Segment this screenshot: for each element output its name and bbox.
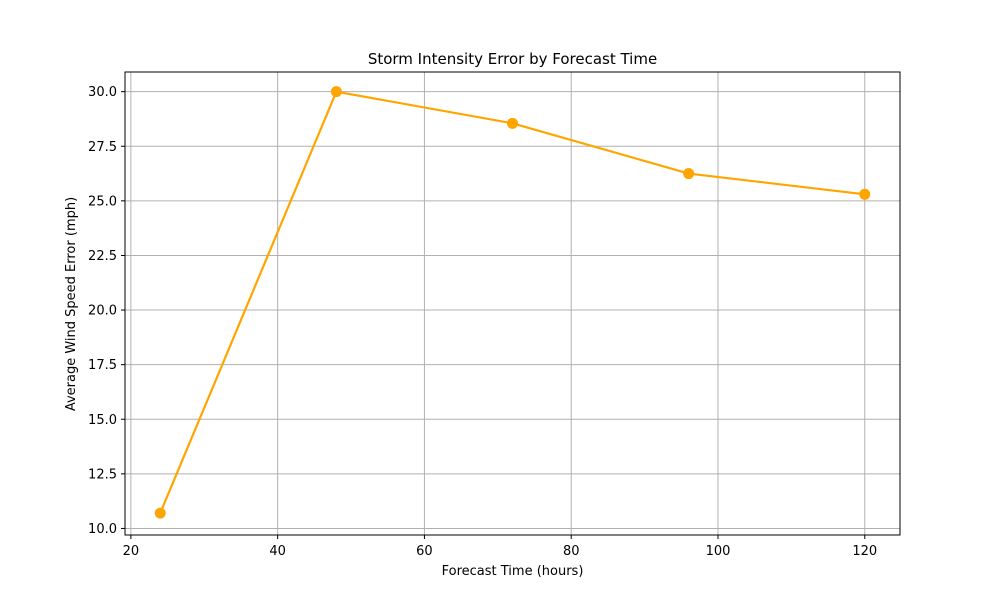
x-tick-label: 40 <box>269 544 286 559</box>
x-tick-label: 20 <box>123 544 140 559</box>
y-tick-label: 22.5 <box>88 249 117 264</box>
y-tick-label: 10.0 <box>88 522 117 537</box>
x-tick-label: 100 <box>706 544 731 559</box>
x-axis-label: Forecast Time (hours) <box>442 564 584 579</box>
grid <box>125 72 900 535</box>
x-tick-label: 80 <box>563 544 580 559</box>
data-point <box>683 168 695 180</box>
y-tick-label: 30.0 <box>88 85 117 100</box>
y-tick-label: 27.5 <box>88 140 117 155</box>
y-tick-label: 12.5 <box>88 467 117 482</box>
data-point <box>507 117 518 129</box>
y-tick-label: 20.0 <box>88 304 117 319</box>
data-point <box>154 507 166 519</box>
y-tick-label: 17.5 <box>88 358 117 373</box>
ticks: 20 40 60 80 100 120 10.0 12.5 15.0 17.5 20.0 22.5 25… <box>88 85 877 559</box>
x-tick-label: 120 <box>852 544 877 559</box>
plot-frame <box>124 71 901 536</box>
series-layer <box>154 86 871 519</box>
y-tick-label: 25.0 <box>88 194 117 209</box>
y-axis-label: Average Wind Speed Error (mph) <box>64 197 79 411</box>
data-point <box>330 86 342 98</box>
series-line <box>159 90 866 515</box>
y-tick-label: 15.0 <box>88 413 117 428</box>
chart-title: Storm Intensity Error by Forecast Time <box>368 50 657 68</box>
axes <box>124 71 901 536</box>
data-point <box>859 188 871 200</box>
x-tick-label: 60 <box>416 544 433 559</box>
